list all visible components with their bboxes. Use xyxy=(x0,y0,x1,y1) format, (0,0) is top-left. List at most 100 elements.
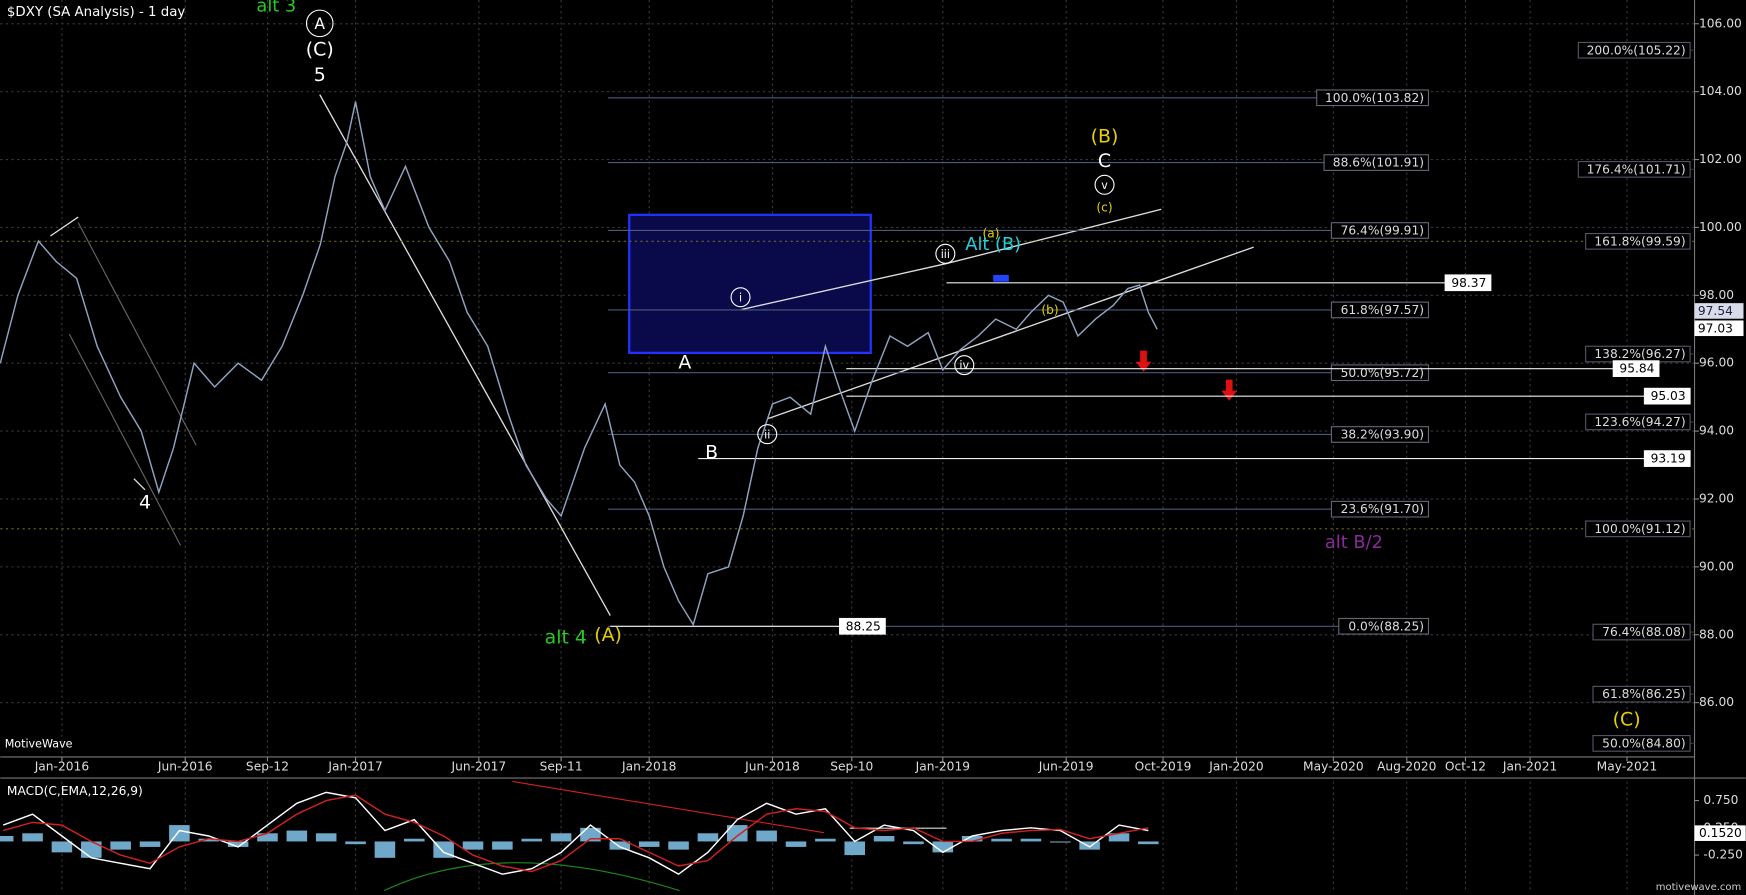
wave-label: (A) xyxy=(594,624,622,646)
level-label: 0.0%(88.25) xyxy=(1348,619,1424,633)
x-tick-label: Oct-12 xyxy=(1445,759,1486,773)
y-tick-label: 102.00 xyxy=(1699,152,1742,166)
histogram-bar xyxy=(198,838,220,842)
x-tick-label: Sep-10 xyxy=(830,759,873,773)
macd-trendline xyxy=(512,780,825,834)
histogram-bar xyxy=(844,841,866,856)
macd-arc xyxy=(384,862,680,892)
price-marker-label: 97.54 xyxy=(1698,304,1733,318)
x-tick-label: Jan-2018 xyxy=(621,759,676,773)
label-box xyxy=(1330,426,1430,443)
histogram-bar xyxy=(286,830,308,842)
label-box xyxy=(1330,500,1430,518)
label-box xyxy=(1577,41,1691,59)
label-box xyxy=(1330,222,1430,239)
wave-label: 5 xyxy=(314,64,326,86)
wave-circle xyxy=(1094,174,1115,195)
level-label: 76.4%(99.91) xyxy=(1341,224,1424,238)
y-tick-label: 86.00 xyxy=(1699,695,1734,709)
histogram-bar xyxy=(315,833,337,842)
histogram-bar xyxy=(756,830,777,842)
histogram-bar xyxy=(81,841,102,858)
histogram-bar xyxy=(1138,841,1159,845)
x-tick-label: May-2020 xyxy=(1303,759,1364,773)
histogram-bar xyxy=(668,841,689,850)
wave-label: MotiveWave xyxy=(5,738,73,751)
wave-circle xyxy=(935,243,956,264)
y-tick-label: 90.00 xyxy=(1699,559,1734,573)
y-tick-label: 96.00 xyxy=(1699,356,1734,370)
x-tick-label: Aug-2020 xyxy=(1377,759,1436,773)
level-label: 161.8%(99.59) xyxy=(1594,234,1685,248)
x-tick-label: Sep-11 xyxy=(540,759,583,773)
wave-label: 4 xyxy=(139,492,151,514)
arrows xyxy=(1135,350,1238,401)
y-tick-label: -0.250 xyxy=(1703,848,1742,862)
label-box xyxy=(1592,735,1691,752)
label-box xyxy=(1592,685,1691,703)
x-tick-label: May-2021 xyxy=(1597,759,1658,773)
level-label: 93.19 xyxy=(1651,452,1686,466)
macd-line xyxy=(3,794,1149,873)
x-tick-label: Jan-2020 xyxy=(1208,759,1263,773)
level-label: 95.03 xyxy=(1651,389,1686,403)
label-box xyxy=(1316,89,1430,107)
y-tick-label: 104.00 xyxy=(1699,84,1742,98)
y-tick-label: 100.00 xyxy=(1699,220,1742,234)
histogram-bar xyxy=(638,841,660,847)
histogram-bar xyxy=(22,833,43,842)
wave-label: iv xyxy=(959,359,969,372)
histogram-bar xyxy=(932,841,954,853)
wave-label: A xyxy=(314,15,325,33)
label-box xyxy=(839,617,886,635)
histogram-bar xyxy=(345,841,366,845)
y-tick-label: 98.00 xyxy=(1699,288,1734,302)
histogram-bar xyxy=(1020,838,1042,842)
level-label: 176.4%(101.71) xyxy=(1587,162,1686,176)
histogram-bar xyxy=(1050,841,1071,843)
level-label: 50.0%(95.72) xyxy=(1341,366,1424,380)
chart-title: $DXY (SA Analysis) - 1 day xyxy=(7,5,185,20)
x-tick-label: Jun-2017 xyxy=(451,759,507,773)
wave-label: (a) xyxy=(982,226,999,240)
label-box xyxy=(1577,161,1691,178)
target-box xyxy=(628,213,872,354)
wave-label: (C) xyxy=(1613,709,1641,731)
histogram-bar xyxy=(521,838,543,842)
wave-label: A xyxy=(678,351,691,373)
histogram-bar xyxy=(991,838,1012,842)
level-label: 123.6%(94.27) xyxy=(1594,415,1685,429)
wave-circle xyxy=(305,9,334,38)
wave-circle xyxy=(757,424,778,445)
level-label: 95.84 xyxy=(1619,362,1654,376)
x-tick-label: Jan-2019 xyxy=(915,759,970,773)
wave-label: iii xyxy=(941,248,950,261)
level-label: 38.2%(93.90) xyxy=(1341,428,1424,442)
histogram-bar xyxy=(1108,833,1130,842)
wave-label: Alt (B) xyxy=(965,234,1021,255)
label-box xyxy=(1444,274,1492,292)
wave-label: v xyxy=(1101,179,1108,192)
value-marker xyxy=(1694,825,1746,841)
level-label: 23.6%(91.70) xyxy=(1341,502,1424,516)
histogram-bar xyxy=(51,841,73,853)
level-label: 76.4%(88.08) xyxy=(1602,625,1685,639)
label-box xyxy=(1338,617,1430,635)
x-tick-label: Jan-2017 xyxy=(327,759,382,773)
wave-label: i xyxy=(739,291,742,304)
label-box xyxy=(1330,301,1430,319)
histogram-bar xyxy=(961,836,983,842)
level-label: 100.0%(91.12) xyxy=(1594,522,1685,536)
histogram-bar xyxy=(110,841,131,850)
wave-label: (c) xyxy=(1096,201,1112,215)
wave-label: ii xyxy=(764,428,770,441)
y-tick-label: 88.00 xyxy=(1699,627,1734,641)
level-label: 98.37 xyxy=(1451,276,1486,290)
price-marker xyxy=(1694,320,1744,337)
value-marker-label: 0.1520 xyxy=(1699,826,1742,840)
histogram-bar xyxy=(550,833,572,842)
level-label: 50.0%(84.80) xyxy=(1602,736,1685,750)
